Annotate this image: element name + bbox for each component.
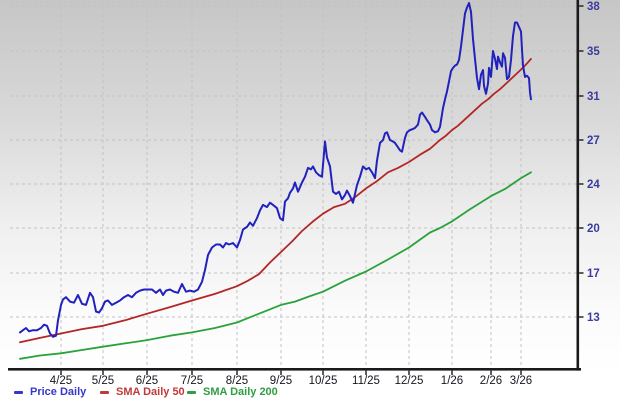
y-axis-line — [576, 0, 580, 371]
sma-200-dash-icon — [187, 390, 196, 394]
x-tick-label: 1/26 — [441, 375, 463, 387]
legend-label-sma-200: SMA Daily 200 — [203, 386, 278, 398]
y-tick-label: 24 — [587, 179, 600, 191]
legend-item-sma-200: SMA Daily 200 — [187, 386, 278, 398]
price-daily-line — [19, 2, 532, 338]
legend-item-sma-50: SMA Daily 50 — [100, 386, 185, 398]
x-tick-label: 10/25 — [309, 375, 338, 387]
sma-50-dash-icon — [100, 390, 109, 394]
x-tick-label: 4/25 — [50, 375, 72, 387]
x-tick-label: 11/25 — [352, 375, 380, 387]
y-tick-label: 17 — [587, 268, 600, 280]
x-tick-label: 6/25 — [136, 375, 158, 387]
y-tick-label: 27 — [587, 135, 600, 147]
x-tick-label: 9/25 — [270, 375, 292, 387]
x-tick-label: 8/25 — [226, 375, 248, 387]
x-tick-label: 12/25 — [395, 375, 424, 387]
x-tick-label: 3/26 — [510, 375, 532, 387]
legend-label-sma-50: SMA Daily 50 — [116, 386, 185, 398]
x-axis-line — [8, 368, 581, 371]
y-tick-label: 20 — [587, 223, 600, 235]
chart-legend: Price Daily SMA Daily 50 SMA Daily 200 — [0, 386, 620, 404]
legend-label-price-daily: Price Daily — [30, 386, 87, 398]
x-tick-label: 5/25 — [92, 375, 114, 387]
y-tick-label: 13 — [587, 312, 600, 324]
y-tick-label: 31 — [587, 91, 600, 103]
y-tick-label: 38 — [587, 1, 600, 13]
y-tick-label: 35 — [587, 46, 600, 58]
sma-daily-50-line — [19, 58, 532, 344]
legend-item-price-daily: Price Daily — [14, 386, 86, 398]
x-tick-label: 7/25 — [181, 375, 203, 387]
x-tick-label: 2/26 — [480, 375, 502, 387]
price-daily-dash-icon — [14, 390, 23, 394]
sma-daily-200-line — [19, 171, 532, 360]
